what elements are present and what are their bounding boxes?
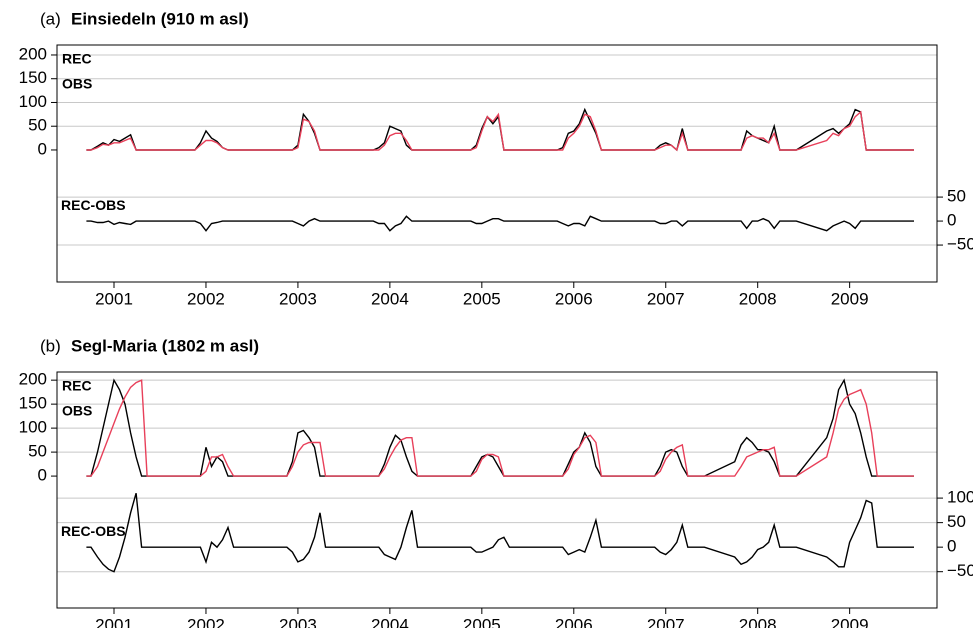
series-line <box>86 493 914 573</box>
series-label: REC-OBS <box>61 197 126 213</box>
y2-tick-label: 0 <box>947 537 956 556</box>
series-line <box>86 215 914 232</box>
y2-tick-label: 50 <box>947 187 966 206</box>
y-tick-label: 0 <box>38 466 47 485</box>
y-tick-label: 200 <box>19 44 47 63</box>
x-tick-label: 2004 <box>371 289 409 308</box>
series-line <box>86 110 914 152</box>
x-tick-label: 2002 <box>187 289 225 308</box>
y2-tick-label: −50 <box>947 235 973 254</box>
x-tick-label: 2001 <box>95 615 133 628</box>
x-tick-label: 2009 <box>831 289 869 308</box>
series-label: REC-OBS <box>61 523 126 539</box>
y2-tick-label: 0 <box>947 211 956 230</box>
legend-label: REC <box>62 51 92 67</box>
y-tick-label: 0 <box>38 139 47 158</box>
x-tick-label: 2002 <box>187 615 225 628</box>
y-tick-label: 50 <box>28 116 47 135</box>
y-tick-label: 150 <box>19 68 47 87</box>
x-tick-label: 2007 <box>647 615 685 628</box>
x-tick-label: 2005 <box>463 615 501 628</box>
legend-label: OBS <box>62 403 92 419</box>
x-tick-label: 2001 <box>95 289 133 308</box>
legend-label: OBS <box>62 76 92 92</box>
series-line <box>86 379 914 477</box>
plot-frame <box>56 371 938 609</box>
x-tick-label: 2006 <box>555 289 593 308</box>
y2-tick-label: 100 <box>947 488 973 507</box>
x-tick-label: 2005 <box>463 289 501 308</box>
y2-tick-label: −50 <box>947 561 973 580</box>
series-line <box>86 378 914 477</box>
y-tick-label: 50 <box>28 442 47 461</box>
panel-title: Einsiedeln (910 m asl) <box>71 9 249 28</box>
x-tick-label: 2003 <box>279 615 317 628</box>
y-tick-label: 150 <box>19 394 47 413</box>
y-tick-label: 100 <box>19 92 47 111</box>
x-tick-label: 2004 <box>371 615 409 628</box>
plot-frame <box>56 44 938 283</box>
y-tick-label: 200 <box>19 370 47 389</box>
x-tick-label: 2008 <box>739 615 777 628</box>
x-tick-label: 2006 <box>555 615 593 628</box>
y2-tick-label: 50 <box>947 512 966 531</box>
x-tick-label: 2007 <box>647 289 685 308</box>
panel-label: (a) <box>40 9 61 28</box>
panel-title: Segl-Maria (1802 m asl) <box>71 336 259 355</box>
panel-label: (b) <box>40 336 61 355</box>
x-tick-label: 2003 <box>279 289 317 308</box>
x-tick-label: 2009 <box>831 615 869 628</box>
legend-label: REC <box>62 378 92 394</box>
x-tick-label: 2008 <box>739 289 777 308</box>
y-tick-label: 100 <box>19 418 47 437</box>
